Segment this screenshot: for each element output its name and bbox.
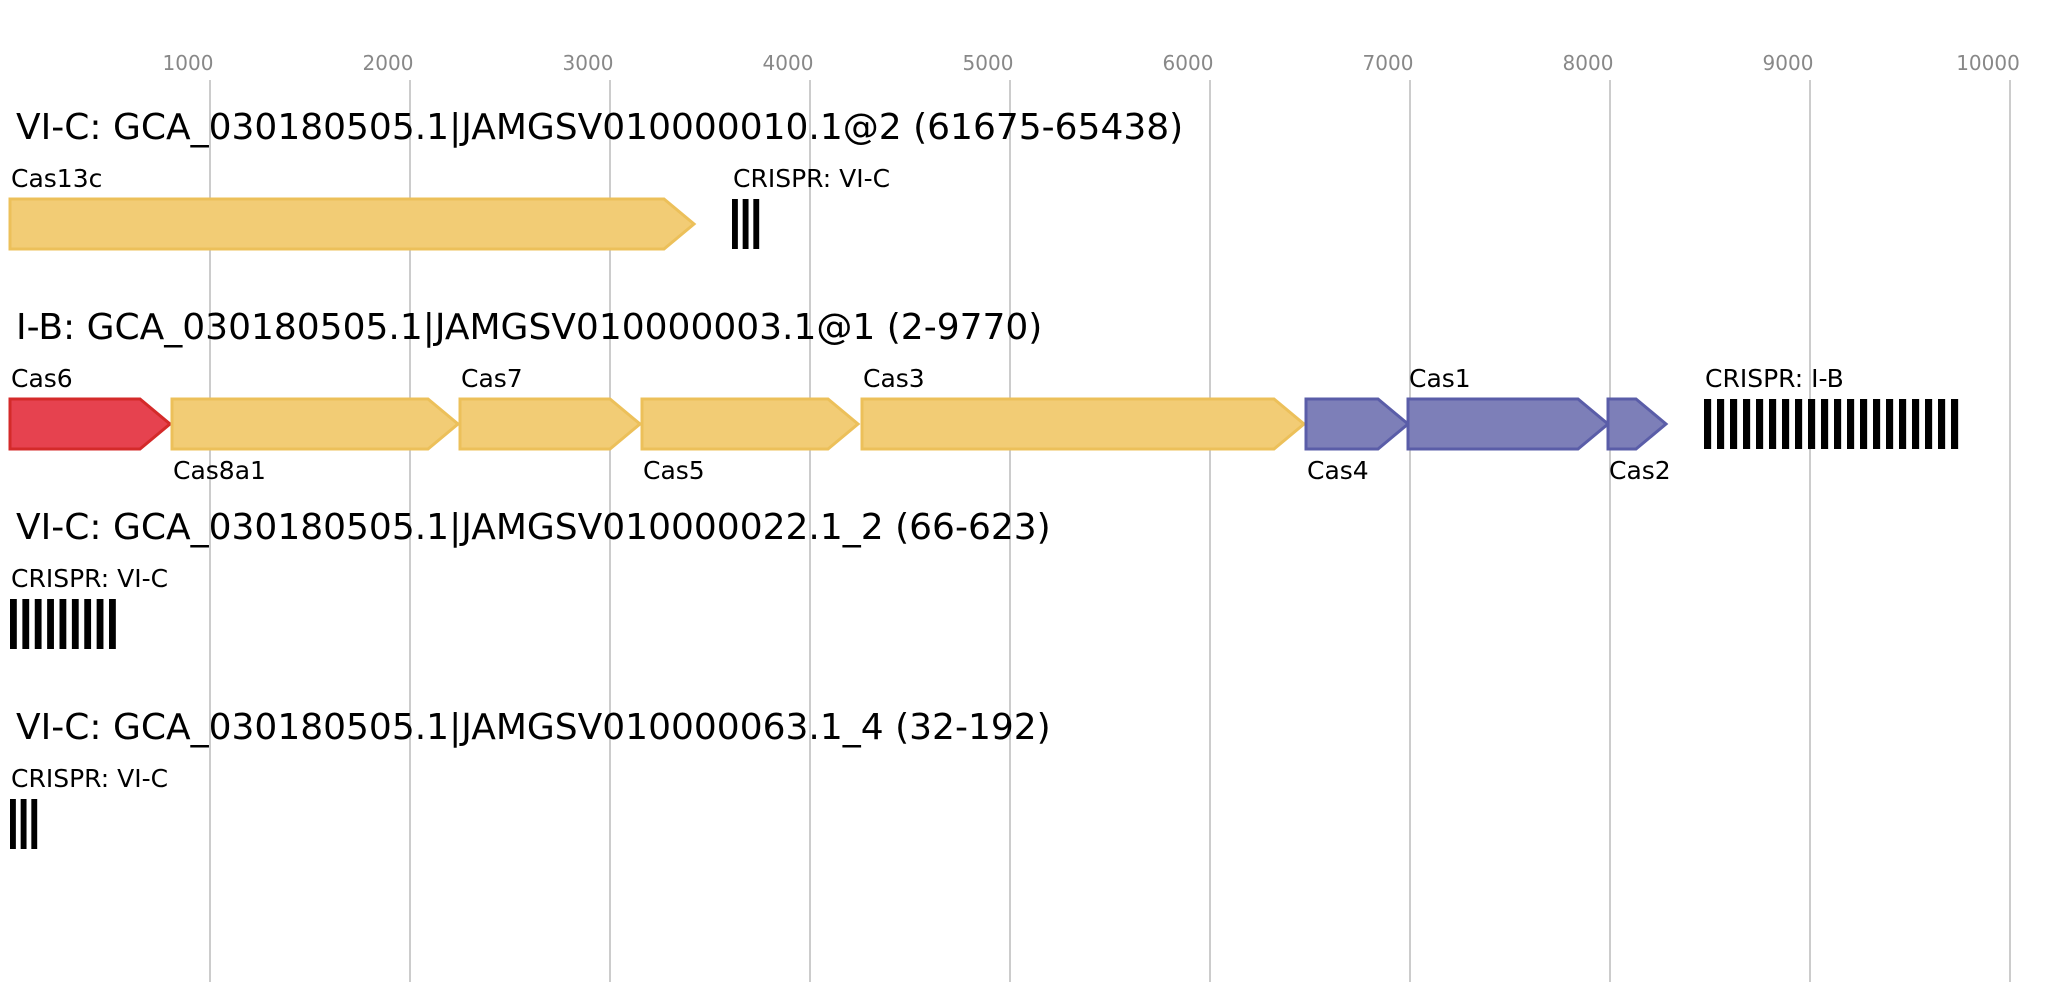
crispr-repeat-bar bbox=[1769, 399, 1777, 449]
locus-track: VI-C: GCA_030180505.1|JAMGSV010000022.1_… bbox=[10, 507, 1051, 649]
crispr-repeat-bar bbox=[1743, 399, 1751, 449]
axis-tick-label: 4000 bbox=[763, 51, 814, 75]
gene-label: Cas13c bbox=[11, 164, 102, 193]
locus-tracks: VI-C: GCA_030180505.1|JAMGSV010000010.1@… bbox=[8, 107, 1959, 849]
crispr-repeat-bar bbox=[732, 199, 738, 249]
gene-arrow bbox=[8, 397, 173, 451]
axis-tick-label: 2000 bbox=[363, 51, 414, 75]
locus-title: VI-C: GCA_030180505.1|JAMGSV010000010.1@… bbox=[16, 107, 1183, 148]
gene-arrow bbox=[1304, 397, 1411, 451]
gene-arrow bbox=[640, 397, 861, 451]
locus-track: I-B: GCA_030180505.1|JAMGSV010000003.1@1… bbox=[8, 307, 1959, 485]
locus-title: VI-C: GCA_030180505.1|JAMGSV010000022.1_… bbox=[16, 507, 1051, 548]
crispr-repeat-bar bbox=[1808, 399, 1816, 449]
gene-label: Cas5 bbox=[643, 456, 705, 485]
crispr-label: CRISPR: VI-C bbox=[11, 564, 168, 593]
axis-tick-label: 5000 bbox=[963, 51, 1014, 75]
gene-arrow bbox=[458, 397, 643, 451]
crispr-repeat-bar bbox=[1795, 399, 1803, 449]
crispr-repeat-bar bbox=[1938, 399, 1946, 449]
locus-track: VI-C: GCA_030180505.1|JAMGSV010000063.1_… bbox=[10, 707, 1051, 849]
gene-label: Cas1 bbox=[1409, 364, 1471, 393]
axis-tick-label: 3000 bbox=[563, 51, 614, 75]
crispr-repeat-bar bbox=[1834, 399, 1842, 449]
crispr-repeat-bar bbox=[84, 599, 92, 649]
gene-arrow bbox=[8, 197, 697, 251]
crispr-repeat-bar bbox=[742, 199, 749, 249]
crispr-repeat-bar bbox=[31, 799, 38, 849]
axis-grid: 1000 2000 3000 4000 5000 6000 7000 8000 9000 1000… bbox=[163, 51, 2020, 982]
crispr-repeat-bar bbox=[10, 599, 17, 649]
crispr-repeat-bar bbox=[1782, 399, 1790, 449]
crispr-repeat-bar bbox=[1730, 399, 1738, 449]
gene-arrow bbox=[860, 397, 1307, 451]
crispr-label: CRISPR: VI-C bbox=[733, 164, 890, 193]
gene-arrow bbox=[1406, 397, 1611, 451]
crispr-repeat-bar bbox=[10, 799, 16, 849]
crispr-repeat-bar bbox=[1860, 399, 1868, 449]
crispr-repeat-bar bbox=[96, 599, 104, 649]
axis-tick-label: 10000 bbox=[1956, 51, 2020, 75]
crispr-repeat-bar bbox=[59, 599, 67, 649]
crispr-repeat-bar bbox=[22, 599, 30, 649]
crispr-label: CRISPR: I-B bbox=[1705, 364, 1844, 393]
crispr-repeat-bar bbox=[20, 799, 27, 849]
crispr-repeat-bar bbox=[1717, 399, 1725, 449]
axis-tick-label: 6000 bbox=[1163, 51, 1214, 75]
crispr-repeat-bar bbox=[71, 599, 79, 649]
crispr-repeat-bar bbox=[1847, 399, 1855, 449]
gene-label: Cas6 bbox=[11, 364, 73, 393]
axis-tick-label: 8000 bbox=[1563, 51, 1614, 75]
gene-label: Cas7 bbox=[461, 364, 523, 393]
crispr-repeat-bar bbox=[109, 599, 116, 649]
crispr-repeat-bar bbox=[1925, 399, 1933, 449]
crispr-repeat-bar bbox=[1899, 399, 1907, 449]
gene-label: Cas2 bbox=[1609, 456, 1671, 485]
locus-track: VI-C: GCA_030180505.1|JAMGSV010000010.1@… bbox=[8, 107, 1183, 251]
crispr-repeat-bar bbox=[1873, 399, 1881, 449]
crispr-repeat-bar bbox=[1912, 399, 1920, 449]
locus-title: VI-C: GCA_030180505.1|JAMGSV010000063.1_… bbox=[16, 707, 1051, 748]
crispr-repeat-bar bbox=[1821, 399, 1829, 449]
gene-arrow bbox=[170, 397, 461, 451]
axis-tick-label: 1000 bbox=[163, 51, 214, 75]
crispr-repeat-bar bbox=[1886, 399, 1894, 449]
crispr-repeat-bar bbox=[47, 599, 54, 649]
axis-tick-label: 9000 bbox=[1763, 51, 1814, 75]
crispr-repeat-bar bbox=[1951, 399, 1959, 449]
gene-label: Cas8a1 bbox=[173, 456, 266, 485]
axis-tick-label: 7000 bbox=[1363, 51, 1414, 75]
crispr-label: CRISPR: VI-C bbox=[11, 764, 168, 793]
gene-arrow bbox=[1606, 397, 1669, 451]
gene-label: Cas4 bbox=[1307, 456, 1369, 485]
locus-title: I-B: GCA_030180505.1|JAMGSV010000003.1@1… bbox=[16, 307, 1042, 348]
gene-label: Cas3 bbox=[863, 364, 925, 393]
crispr-repeat-bar bbox=[753, 199, 760, 249]
crispr-repeat-bar bbox=[1704, 399, 1712, 449]
crispr-repeat-bar bbox=[34, 599, 42, 649]
crispr-repeat-bar bbox=[1756, 399, 1764, 449]
